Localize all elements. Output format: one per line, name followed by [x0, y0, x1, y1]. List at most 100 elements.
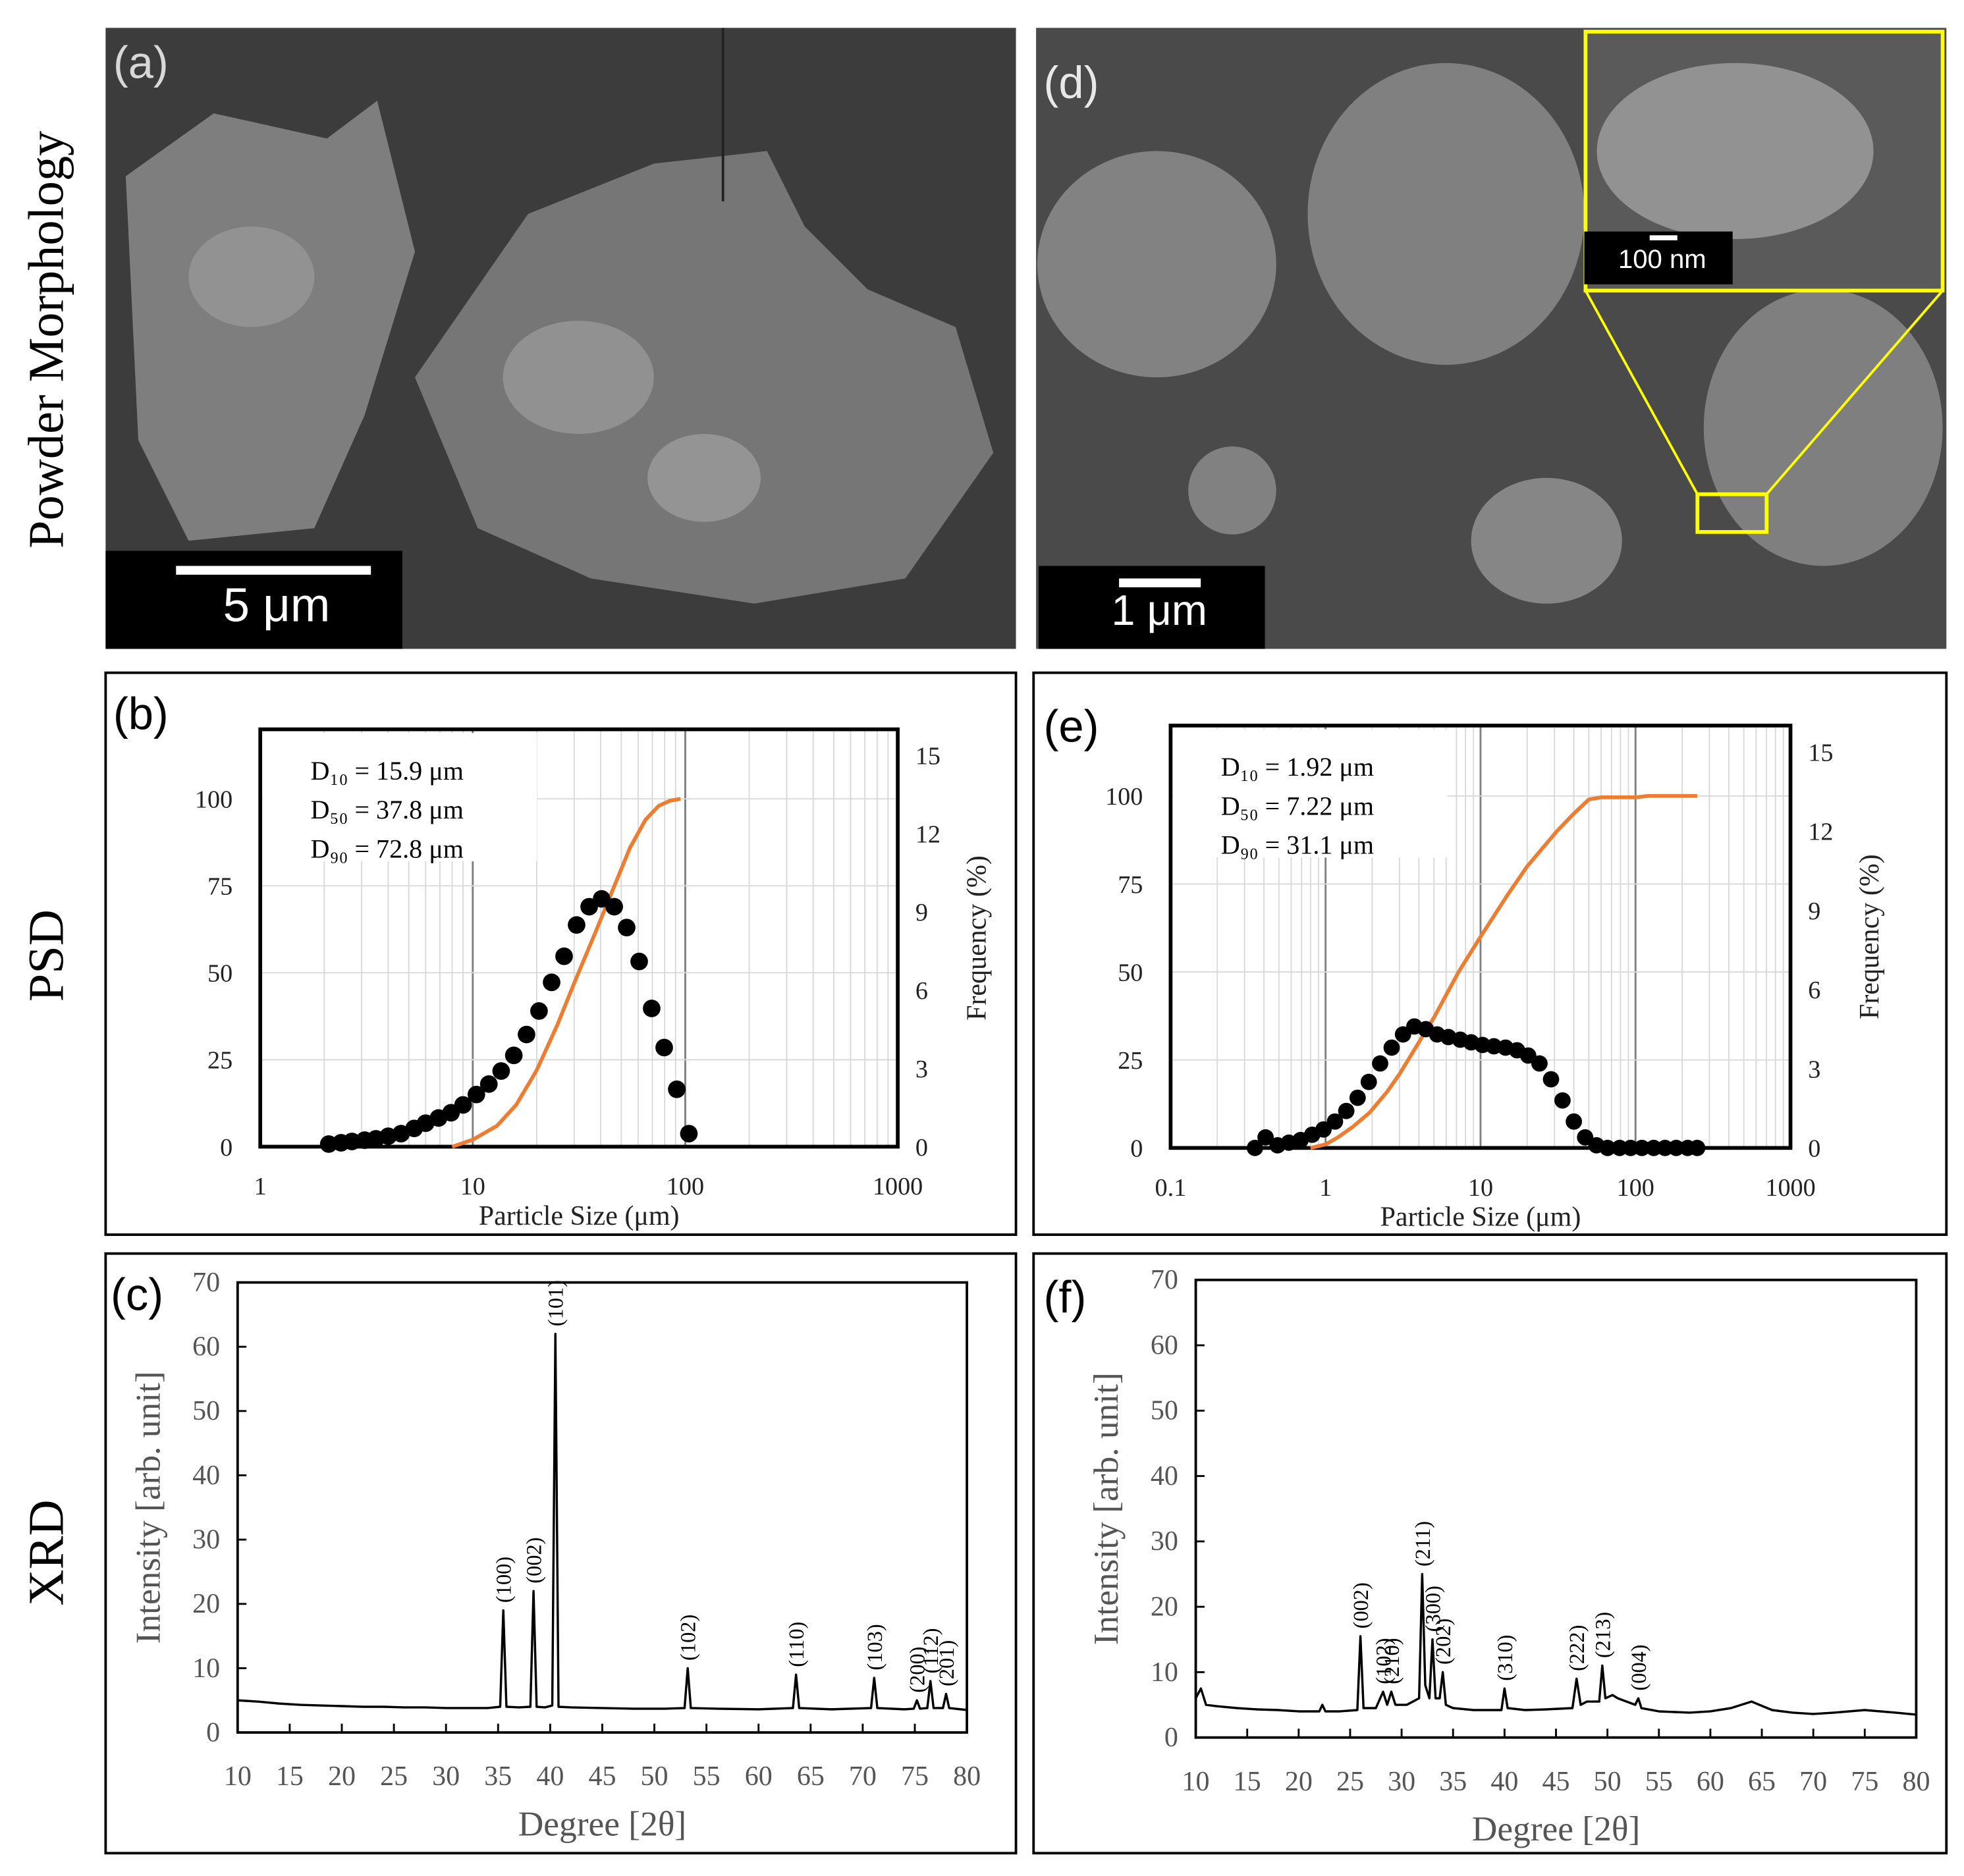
x-tick-label: 40 — [1490, 1767, 1518, 1797]
x-tick-label: 60 — [1697, 1767, 1724, 1797]
data-point — [630, 952, 648, 971]
x-tick-label: 100 — [667, 1173, 704, 1200]
y-tick-label: 40 — [1151, 1461, 1178, 1491]
x-tick-label: 1000 — [873, 1173, 923, 1200]
y2-tick-label: 6 — [1808, 977, 1820, 1004]
peak-label: (300) — [1421, 1586, 1445, 1632]
x-tick-label: 1000 — [1765, 1174, 1815, 1202]
y-tick-label: 50 — [1118, 959, 1143, 986]
y-tick-label: 20 — [192, 1589, 220, 1619]
x-tick-label: 0.1 — [1155, 1174, 1187, 1202]
peak-label: (210) — [1380, 1638, 1404, 1684]
panel-frame — [1032, 671, 1948, 1236]
y-tick-label: 100 — [1105, 783, 1143, 811]
data-point — [618, 919, 636, 937]
x-tick-label: 65 — [797, 1761, 825, 1792]
scale-bar-label: 5 μm — [223, 578, 331, 631]
peak-label: (102) — [1372, 1638, 1396, 1684]
y2-tick-label: 15 — [915, 743, 941, 770]
x-tick-label: 30 — [1388, 1767, 1415, 1797]
data-line — [1310, 793, 1697, 1150]
data-point — [543, 973, 560, 992]
peak-label: (100) — [493, 1557, 516, 1603]
data-point — [1338, 1102, 1355, 1119]
chart: 10 15 20 25 30 35 40 45 50 55 60 65 70 75 800102030405… — [1044, 1265, 1930, 1848]
x-tick-label: 30 — [432, 1761, 460, 1792]
peak-label: (201) — [935, 1640, 959, 1686]
data-point — [1372, 1055, 1388, 1072]
row-label: XRD — [18, 1499, 74, 1605]
y-axis-label: Intensity [arb. unit] — [1086, 1372, 1126, 1645]
peak-label: (211) — [1411, 1521, 1435, 1567]
x-tick-label: 15 — [1234, 1767, 1261, 1797]
panel-frame — [1032, 1252, 1948, 1855]
x-tick-label: 45 — [588, 1761, 616, 1792]
y-tick-label: 0 — [1130, 1135, 1143, 1163]
data-point — [492, 1062, 510, 1080]
y2-axis-label: Frequency (%) — [962, 855, 993, 1021]
data-point — [1349, 1089, 1366, 1106]
x-tick-label: 10 — [224, 1761, 252, 1792]
x-tick-label: 10 — [460, 1173, 485, 1200]
data-point — [530, 1002, 548, 1020]
y2-tick-label: 0 — [915, 1134, 928, 1162]
y-axis-label: Intensity [arb. unit] — [128, 1371, 167, 1644]
y-tick-label: 60 — [192, 1332, 220, 1362]
peak-label: (002) — [523, 1538, 547, 1584]
data-point — [518, 1025, 535, 1044]
peak-label: (202) — [1432, 1619, 1456, 1665]
x-tick-label: 20 — [328, 1761, 356, 1792]
peak-label: (110) — [785, 1622, 809, 1667]
scale-bar-label: 1 μm — [1111, 586, 1207, 634]
y-tick-label: 50 — [1151, 1396, 1178, 1426]
x-tick-label: 10 — [1468, 1174, 1493, 1202]
data-line — [451, 797, 681, 1149]
x-tick-label: 45 — [1542, 1767, 1570, 1797]
y-tick-label: 75 — [1118, 871, 1143, 899]
x-tick-label: 25 — [1336, 1767, 1364, 1797]
data-point — [1668, 1139, 1685, 1156]
data-point — [1257, 1129, 1274, 1146]
data-point — [467, 1085, 485, 1104]
sem-image-a: 5 μm (a) — [105, 28, 1016, 649]
panel-label: (d) — [1044, 57, 1099, 108]
data-point — [643, 1000, 661, 1017]
chart: 10 15 20 25 30 35 40 45 50 55 60 65 70 75 800102030405… — [111, 1268, 981, 1844]
data-point — [1633, 1139, 1650, 1156]
data-point — [668, 1080, 686, 1098]
peak-label: (101) — [545, 1280, 568, 1326]
x-axis-label: Degree [2θ] — [518, 1804, 687, 1844]
data-point — [454, 1096, 472, 1114]
x-tick-label: 35 — [484, 1761, 512, 1792]
y2-tick-label: 3 — [1808, 1056, 1820, 1083]
data-line — [1195, 1572, 1917, 1716]
x-tick-label: 55 — [693, 1761, 721, 1792]
annotation: D₉₀ = 31.1 μm — [1221, 830, 1374, 860]
peak-label: (200) — [906, 1647, 930, 1693]
axis-frame — [1194, 1278, 1918, 1739]
y2-tick-label: 15 — [1808, 739, 1833, 766]
x-tick-label: 50 — [1594, 1767, 1622, 1797]
data-point — [1246, 1139, 1263, 1156]
peak-label: (102) — [677, 1615, 701, 1661]
x-tick-label: 80 — [1902, 1767, 1930, 1797]
y-tick-label: 20 — [1151, 1592, 1178, 1622]
y-tick-label: 50 — [192, 1396, 220, 1426]
x-tick-label: 65 — [1748, 1767, 1776, 1797]
annotation-box — [1173, 729, 1448, 858]
y2-tick-label: 12 — [915, 820, 941, 848]
data-point — [1645, 1139, 1662, 1156]
y2-tick-label: 12 — [1808, 818, 1833, 846]
y-tick-label: 0 — [206, 1717, 220, 1748]
annotation-box — [263, 733, 537, 862]
y-tick-label: 25 — [1118, 1047, 1143, 1075]
chart: 0.1 1 10 100 1000025507510003691215Particle … — [1044, 701, 1886, 1233]
data-point — [1531, 1055, 1548, 1072]
data-point — [1542, 1071, 1560, 1088]
x-tick-label: 75 — [1851, 1767, 1878, 1797]
y-tick-label: 60 — [1151, 1330, 1178, 1360]
data-point — [568, 916, 586, 934]
annotation: D₅₀ = 37.8 μm — [311, 795, 464, 824]
